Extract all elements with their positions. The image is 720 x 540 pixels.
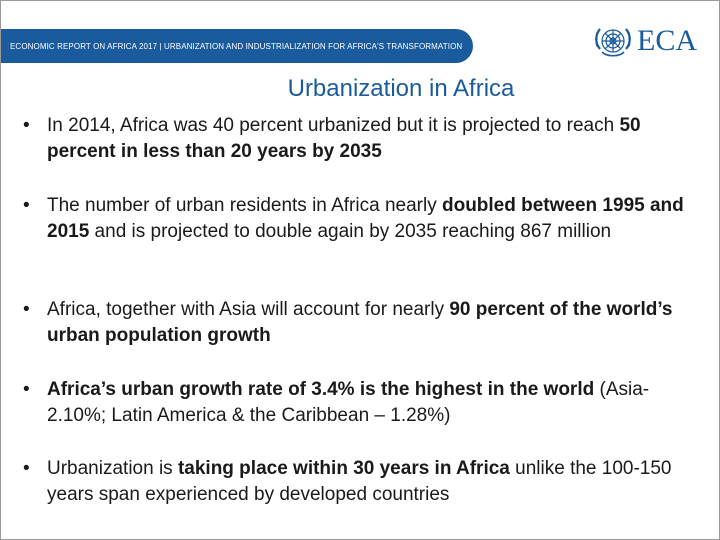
logo-text: ECA bbox=[637, 24, 697, 57]
bullet-item: Urbanization is taking place within 30 y… bbox=[23, 456, 693, 508]
bullet-text: and is projected to double again by 2035… bbox=[89, 221, 612, 242]
bullet-text: Urbanization is bbox=[47, 458, 178, 479]
bullet-item: Africa, together with Asia will account … bbox=[23, 297, 693, 349]
report-banner: ECONOMIC REPORT ON AFRICA 2017 | URBANIZ… bbox=[1, 29, 473, 63]
bullet-text: 50 percent in less than 20 years by 2035 bbox=[47, 115, 641, 162]
eca-logo: ECA bbox=[591, 19, 697, 63]
bullet-text: In 2014, Africa was 40 percent urbanized… bbox=[47, 115, 620, 136]
bullet-text: doubled between 1995 and 2015 bbox=[47, 195, 684, 242]
bullet-text: taking place within 30 years in Africa bbox=[177, 458, 510, 479]
banner-text: ECONOMIC REPORT ON AFRICA 2017 | URBANIZ… bbox=[10, 41, 463, 51]
bullet-item: In 2014, Africa was 40 percent urbanized… bbox=[23, 113, 693, 165]
slide-title: Urbanization in Africa bbox=[287, 75, 515, 102]
bullet-item: Africa’s urban growth rate of 3.4% is th… bbox=[23, 377, 693, 429]
bullet-text: Africa’s urban growth rate of 3.4% is th… bbox=[47, 379, 595, 400]
bullet-text: unlike the 100-150 years span experience… bbox=[47, 458, 672, 505]
bullet-text: (Asia- 2.10%; Latin America & the Caribb… bbox=[47, 379, 650, 426]
bullet-text: The number of urban residents in Africa … bbox=[47, 195, 442, 216]
bullet-item: The number of urban residents in Africa … bbox=[23, 193, 693, 245]
bullet-text: 90 percent of the world’s urban populati… bbox=[47, 299, 673, 346]
bullet-text: Africa, together with Asia will account … bbox=[47, 299, 450, 320]
un-emblem-icon bbox=[595, 28, 631, 57]
